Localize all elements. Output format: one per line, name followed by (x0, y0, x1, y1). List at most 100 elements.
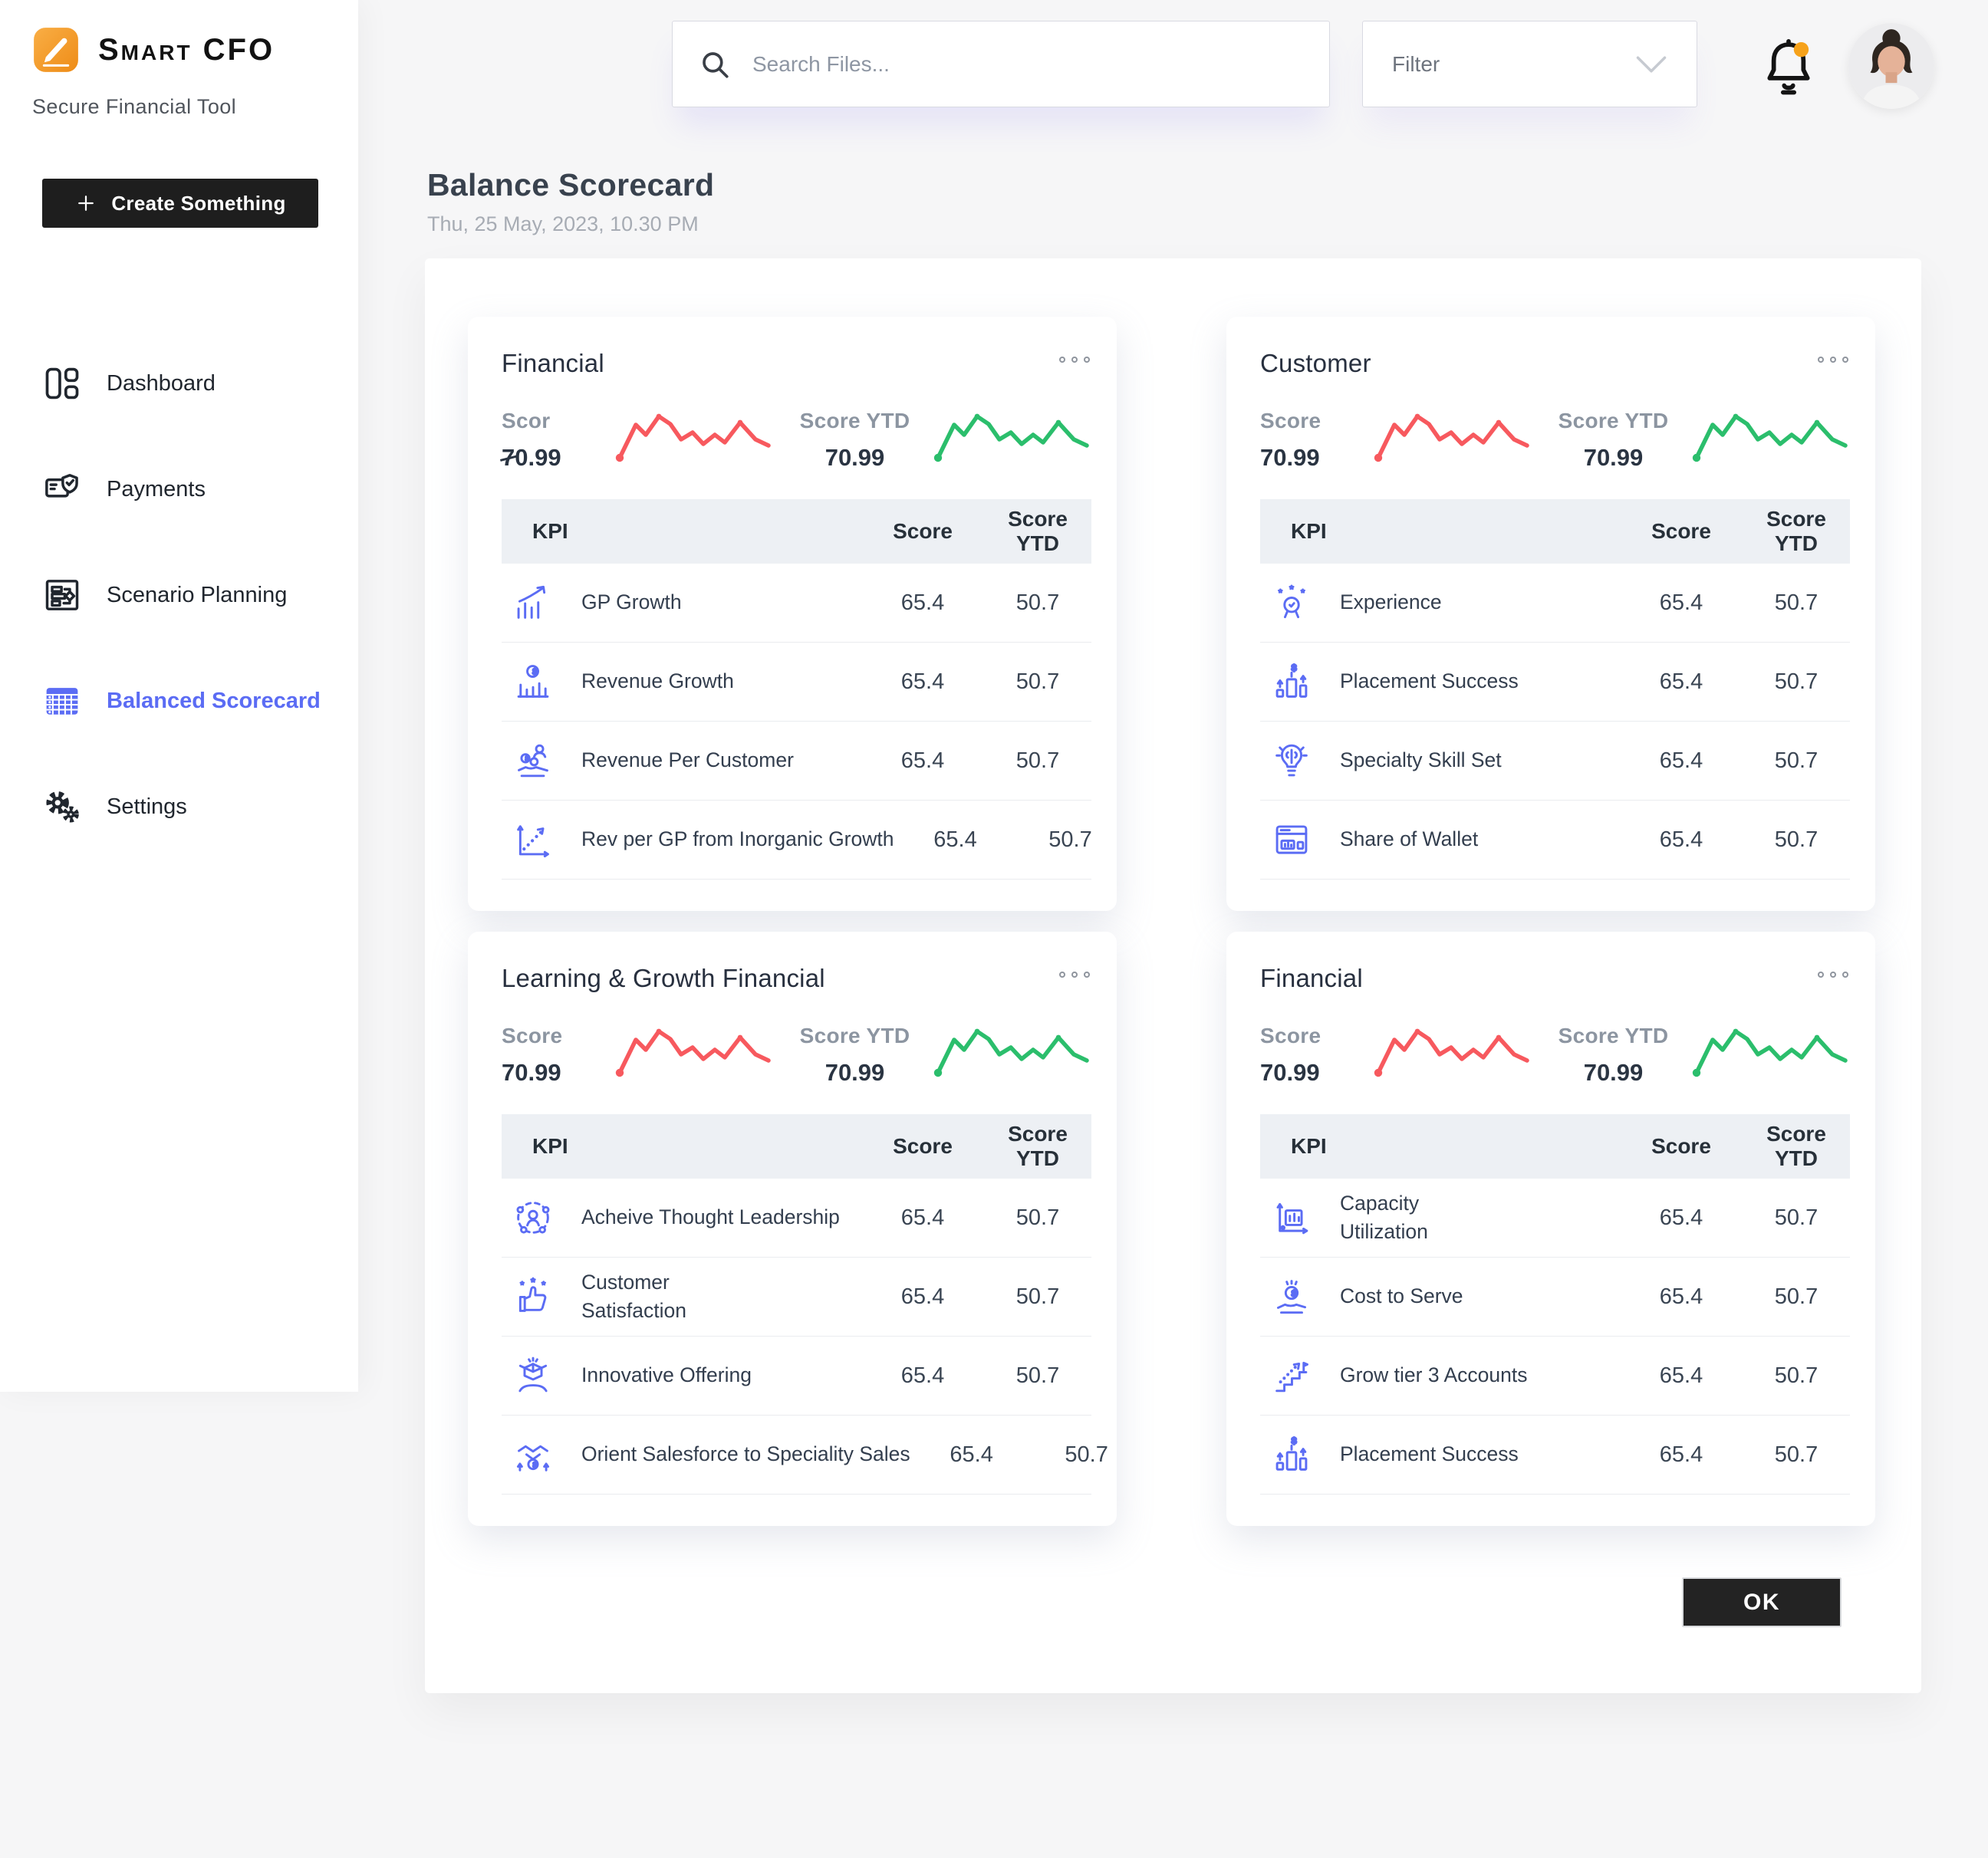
sidebar-item-payments[interactable]: Payments (42, 469, 321, 509)
kpi-label: Orient Salesforce to Speciality Sales (581, 1442, 910, 1466)
create-something-button[interactable]: Create Something (42, 179, 318, 228)
card-title: Financial (1260, 964, 1363, 992)
scorecard-grid: Financial Scor 70.99 Score YTD 70.99 (468, 317, 1875, 1526)
kpi-score-ytd-value: 50.7 (1015, 669, 1060, 694)
plus-icon (78, 196, 94, 211)
kpi-label: Revenue Growth (581, 669, 734, 693)
kpi-score-value: 65.4 (900, 590, 945, 615)
balanced-scorecard-icon (42, 681, 82, 721)
kpi-label: Specialty Skill Set (1340, 748, 1502, 772)
score-ytd-value: 70.99 (824, 444, 885, 471)
kpi-score-ytd-value: 50.7 (1774, 1205, 1818, 1230)
create-something-label: Create Something (111, 191, 286, 215)
acheive-thought-leadership-icon (512, 1197, 554, 1238)
kpi-score-ytd-value: 50.7 (1774, 669, 1818, 694)
card-menu-button[interactable] (1816, 964, 1850, 985)
kpi-row: Revenue Growth 65.4 50.7 (502, 643, 1091, 722)
kpi-score-ytd-value: 50.7 (1774, 827, 1818, 852)
score-label: Score (502, 1024, 563, 1047)
score-ytd-label: Score YTD (799, 409, 910, 432)
kpi-score-ytd-value: 50.7 (1015, 1284, 1060, 1309)
placement-success-icon (1271, 661, 1312, 702)
kpi-table: KPI Score Score YTD Acheive Thought Lead… (502, 1114, 1108, 1495)
card-title: Learning & Growth Financial (502, 964, 825, 992)
filter-label: Filter (1392, 51, 1440, 76)
scorecard-card: Financial Scor 70.99 Score YTD 70.99 (468, 317, 1117, 911)
sidebar-item-scenario-planning[interactable]: Scenario Planning (42, 575, 321, 615)
gp-growth-icon (512, 582, 554, 623)
score-value: 70.99 (1260, 1059, 1320, 1086)
kpi-score-value: 65.4 (1659, 827, 1703, 852)
sidebar-item-settings[interactable]: Settings (42, 787, 321, 827)
header-score-ytd: Score YTD (1766, 507, 1826, 555)
search-box (672, 21, 1330, 107)
header-score-ytd: Score YTD (1008, 1122, 1068, 1170)
header-score: Score (893, 1134, 953, 1158)
kpi-score-value: 65.4 (1659, 1442, 1703, 1467)
sidebar-item-balanced-scorecard[interactable]: Balanced Scorecard (42, 681, 321, 721)
kpi-score-value: 65.4 (900, 748, 945, 773)
kpi-score-ytd-value: 50.7 (1065, 1442, 1108, 1467)
card-menu-button[interactable] (1058, 349, 1091, 370)
kpi-table: KPI Score Score YTD Experience 65.4 50.7… (1260, 499, 1850, 880)
page-header: Balance Scorecard Thu, 25 May, 2023, 10.… (427, 167, 714, 236)
kpi-label: Capacity Utilization (1340, 1191, 1428, 1243)
kpi-score-ytd-value: 50.7 (1015, 1363, 1060, 1388)
score-ytd-value: 70.99 (824, 1059, 885, 1086)
score-summary: Scor 70.99 Score YTD 70.99 (502, 407, 1091, 472)
score-label: Score (1260, 1024, 1321, 1047)
score-ytd-value: 70.99 (1583, 1059, 1644, 1086)
scorecard-panel: Financial Scor 70.99 Score YTD 70.99 (425, 258, 1921, 1693)
card-menu-button[interactable] (1816, 349, 1850, 370)
kpi-label: Acheive Thought Leadership (581, 1205, 840, 1229)
innovative-offering-icon (512, 1355, 554, 1396)
revenue-per-customer-icon (512, 740, 554, 781)
ok-button[interactable]: OK (1682, 1577, 1842, 1627)
score-label: Scor (502, 409, 551, 432)
kpi-score-ytd-value: 50.7 (1774, 1442, 1818, 1467)
chevron-down-icon (1636, 56, 1667, 72)
score-ytd-sparkline (1692, 1028, 1848, 1077)
sidebar-item-dashboard[interactable]: Dashboard (42, 363, 321, 403)
score-value: 70.99 (502, 444, 595, 472)
kpi-label: Customer Satisfaction (581, 1270, 686, 1322)
notifications-button[interactable] (1753, 34, 1824, 104)
avatar-image (1848, 23, 1934, 109)
kpi-score-value: 65.4 (1659, 1363, 1703, 1388)
share-of-wallet-icon (1271, 819, 1312, 860)
kpi-label: Cost to Serve (1340, 1284, 1463, 1308)
card-menu-button[interactable] (1058, 964, 1091, 985)
user-avatar[interactable] (1848, 23, 1934, 109)
kpi-score-value: 65.4 (950, 1442, 993, 1467)
filter-dropdown[interactable]: Filter (1362, 21, 1697, 107)
kpi-score-value: 65.4 (1659, 748, 1703, 773)
kpi-score-value: 65.4 (900, 1363, 945, 1388)
capacity-utilization-icon (1271, 1197, 1312, 1238)
rev-per-gp-inorganic-growth-icon (512, 819, 554, 860)
kpi-score-ytd-value: 50.7 (1048, 827, 1092, 852)
placement-success-icon (1271, 1434, 1312, 1475)
sidebar-item-label: Dashboard (107, 370, 216, 396)
kpi-score-value: 65.4 (900, 1284, 945, 1309)
score-ytd-label: Score YTD (799, 1024, 910, 1047)
header-kpi: KPI (532, 1134, 568, 1158)
revenue-growth-icon (512, 661, 554, 702)
kpi-table-header: KPI Score Score YTD (1260, 1114, 1850, 1179)
grow-tier-3-accounts-icon (1271, 1355, 1312, 1396)
kpi-row: Cost to Serve 65.4 50.7 (1260, 1258, 1850, 1337)
kpi-row: GP Growth 65.4 50.7 (502, 564, 1091, 643)
kpi-label: Placement Success (1340, 669, 1519, 693)
score-ytd-value: 70.99 (1583, 444, 1644, 471)
kpi-row: Customer Satisfaction 65.4 50.7 (502, 1258, 1091, 1337)
score-value: 70.99 (1260, 444, 1320, 471)
kpi-score-value: 65.4 (1659, 590, 1703, 615)
search-input[interactable] (751, 51, 1303, 77)
kpi-table: KPI Score Score YTD GP Growth 65.4 50.7 … (502, 499, 1092, 880)
score-ytd-label: Score YTD (1558, 1024, 1669, 1047)
kpi-score-ytd-value: 50.7 (1774, 590, 1818, 615)
kpi-label: GP Growth (581, 590, 682, 614)
dashboard-icon (42, 363, 82, 403)
page-title: Balance Scorecard (427, 167, 715, 202)
kpi-score-ytd-value: 50.7 (1774, 1363, 1818, 1388)
header-score: Score (893, 519, 953, 543)
